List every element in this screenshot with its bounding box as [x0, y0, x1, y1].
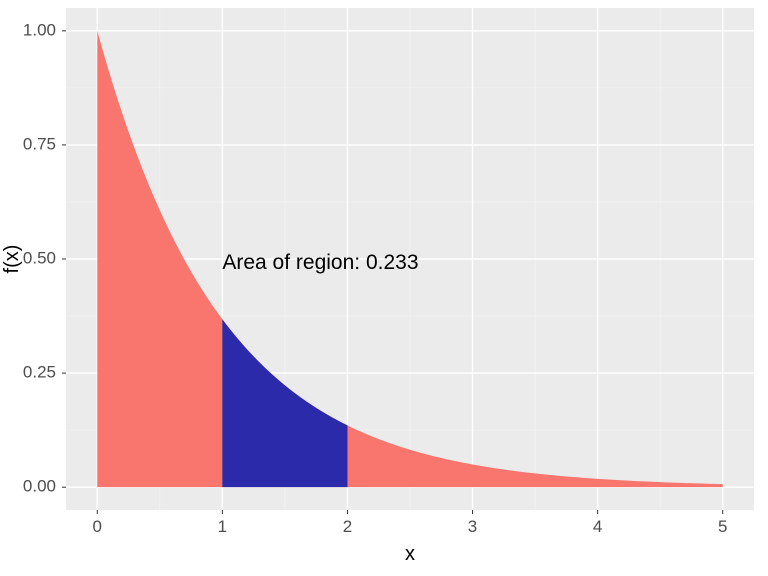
y-tick-label: 0.25	[23, 363, 56, 382]
y-axis: 0.00 0.25 0.50 0.75 1.00	[23, 20, 66, 495]
x-axis: 0 1 2 3 4 5	[93, 510, 728, 536]
y-tick-label: 0.00	[23, 477, 56, 496]
x-axis-title: x	[405, 543, 415, 565]
y-axis-title: f(x)	[1, 245, 23, 274]
y-tick-label: 0.50	[23, 248, 56, 267]
x-tick-label: 4	[593, 517, 602, 536]
chart-container: Area of region: 0.233 0 1 2 3 4 5 0.00 0.25 0.5…	[0, 0, 768, 576]
x-tick-label: 1	[218, 517, 227, 536]
x-tick-label: 3	[468, 517, 477, 536]
annotation-text: Area of region: 0.233	[222, 251, 418, 274]
y-tick-label: 0.75	[23, 134, 56, 153]
x-tick-label: 5	[718, 517, 727, 536]
y-tick-label: 1.00	[23, 20, 56, 39]
x-tick-label: 2	[343, 517, 352, 536]
density-chart: Area of region: 0.233 0 1 2 3 4 5 0.00 0.25 0.5…	[0, 0, 768, 576]
x-tick-label: 0	[93, 517, 102, 536]
